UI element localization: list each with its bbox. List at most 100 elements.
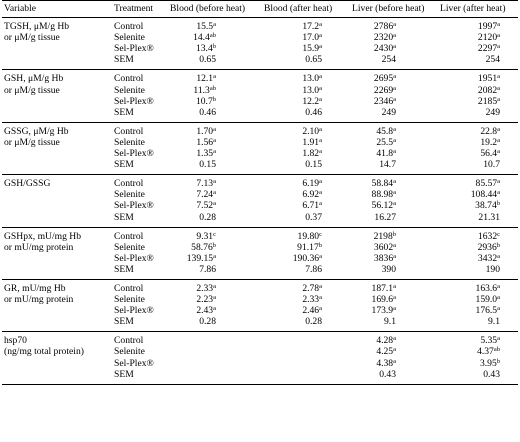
significance-letter: a xyxy=(319,200,322,208)
cell-value: 58.84 xyxy=(371,178,394,190)
cell-value: 1.82 xyxy=(302,148,320,160)
cell-value: 9.31 xyxy=(196,230,214,242)
table-row: TGSH, μM/g Hb Control 15.5a 17.2a 2786a 1997a xyxy=(2,18,518,33)
cell-value: 176.5 xyxy=(475,305,498,317)
significance-letter: b xyxy=(496,241,500,249)
significance-letter: a xyxy=(319,178,322,186)
value-cell-liver-after: 0.43 xyxy=(440,369,518,385)
cell-value: 6.92 xyxy=(302,189,320,201)
significance-letter: ab xyxy=(493,346,500,354)
cell-value: 0.28 xyxy=(305,316,322,328)
cell-value: 7.86 xyxy=(305,263,322,275)
significance-letter: a xyxy=(213,125,216,133)
significance-letter: a xyxy=(393,136,396,144)
value-cell-liver-after: 163.6a xyxy=(440,279,518,294)
value-cell-blood-after: 1.82a xyxy=(264,148,352,159)
value-cell-blood-before: 1.56a xyxy=(170,137,264,148)
significance-letter: a xyxy=(497,178,500,186)
cell-value: 159.0 xyxy=(475,294,498,306)
value-cell-blood-after: 0.37 xyxy=(264,212,352,228)
value-cell-liver-before: 2198b xyxy=(352,227,440,242)
cell-value: 3836 xyxy=(373,252,394,264)
variable-label: or mU/mg protein xyxy=(4,294,74,306)
value-cell-liver-before: 2346a xyxy=(352,96,440,107)
table-row: SEM 0.65 0.65 254 254 xyxy=(2,54,518,70)
cell-value: 6.19 xyxy=(302,178,320,190)
significance-letter: a xyxy=(393,95,396,103)
significance-letter: a xyxy=(319,148,322,156)
cell-value: 2320 xyxy=(373,32,394,44)
significance-letter: a xyxy=(393,21,396,29)
value-cell-blood-before: 0.28 xyxy=(170,212,264,228)
treatment-label: SEM xyxy=(114,54,134,66)
significance-letter: a xyxy=(497,294,500,302)
cell-value: 0.15 xyxy=(305,159,322,171)
treatment-label: Control xyxy=(114,230,144,242)
table-row: (ng/mg total protein) Selenite 4.25a 4.37ab xyxy=(2,346,518,357)
significance-letter: a xyxy=(497,305,500,313)
treatment-label: Sel-Plex® xyxy=(114,200,154,212)
significance-letter: b xyxy=(212,43,216,51)
cell-value: 1.91 xyxy=(302,136,320,148)
cell-value: 0.46 xyxy=(305,106,322,118)
value-cell-blood-after: 2.78a xyxy=(264,279,352,294)
header-row: Variable Treatment Blood (before heat) B… xyxy=(2,0,518,18)
treatment-label: Selenite xyxy=(114,136,145,148)
value-cell-blood-after: 0.28 xyxy=(264,316,352,332)
value-cell-blood-after: 6.19a xyxy=(264,175,352,190)
table-row: SEM 0.46 0.46 249 249 xyxy=(2,107,518,123)
cell-value: 3432 xyxy=(477,252,498,264)
treatment-label: Selenite xyxy=(114,189,145,201)
cell-value: 190 xyxy=(485,263,500,275)
cell-value: 0.46 xyxy=(199,106,216,118)
significance-letter: a xyxy=(213,73,216,81)
variable-label: GSSG, μM/g Hb xyxy=(4,125,69,137)
cell-value: 1997 xyxy=(477,21,498,33)
cell-value: 7.52 xyxy=(196,200,214,212)
table-row: SEM 0.28 0.37 16.27 21.31 xyxy=(2,212,518,228)
significance-letter: a xyxy=(393,125,396,133)
cell-value: 1.56 xyxy=(196,136,214,148)
value-cell-blood-after: 0.65 xyxy=(264,54,352,70)
value-cell-liver-after: 21.31 xyxy=(440,212,518,228)
table-row: or mU/mg protein Selenite 58.76b 91.17b 3602… xyxy=(2,242,518,253)
cell-value: 139.15 xyxy=(186,252,214,264)
treatment-label: Sel-Plex® xyxy=(114,252,154,264)
cell-value: 1.70 xyxy=(196,125,214,137)
significance-letter: a xyxy=(213,200,216,208)
significance-letter: b xyxy=(212,241,216,249)
value-cell-liver-after: 249 xyxy=(440,107,518,123)
value-cell-liver-before: 45.8a xyxy=(352,122,440,137)
cell-value: 2936 xyxy=(477,241,497,253)
cell-value: 169.6 xyxy=(371,294,394,306)
significance-letter: a xyxy=(213,282,216,290)
significance-letter: a xyxy=(393,73,396,81)
cell-value: 2.33 xyxy=(196,282,214,294)
value-cell-blood-after xyxy=(264,332,352,347)
significance-letter: a xyxy=(497,125,500,133)
value-cell-liver-after: 22.8a xyxy=(440,122,518,137)
value-cell-blood-before: 2.43a xyxy=(170,305,264,316)
variable-label: or μM/g tissue xyxy=(4,136,60,148)
treatment-label: Selenite xyxy=(114,294,145,306)
treatment-label: Sel-Plex® xyxy=(114,148,154,160)
treatment-label: SEM xyxy=(114,263,134,275)
treatment-label: Sel-Plex® xyxy=(114,357,154,369)
value-cell-liver-after: 85.57a xyxy=(440,175,518,190)
significance-letter: a xyxy=(319,136,322,144)
treatment-label: Control xyxy=(114,21,144,33)
variable-label: or μM/g tissue xyxy=(4,32,60,44)
cell-value: 187.1 xyxy=(371,282,394,294)
cell-value: 0.28 xyxy=(199,316,216,328)
variable-label xyxy=(2,253,114,264)
cell-value: 5.35 xyxy=(480,335,498,347)
cell-value: 6.71 xyxy=(302,200,320,212)
cell-value: 2346 xyxy=(373,95,394,107)
significance-letter: c xyxy=(213,230,216,238)
value-cell-blood-after: 7.86 xyxy=(264,264,352,280)
variable-label xyxy=(2,316,114,332)
cell-value: 2297 xyxy=(477,43,498,55)
cell-value: 4.37 xyxy=(477,346,494,358)
value-cell-liver-before: 173.9a xyxy=(352,305,440,316)
value-cell-liver-after: 2297a xyxy=(440,43,518,54)
